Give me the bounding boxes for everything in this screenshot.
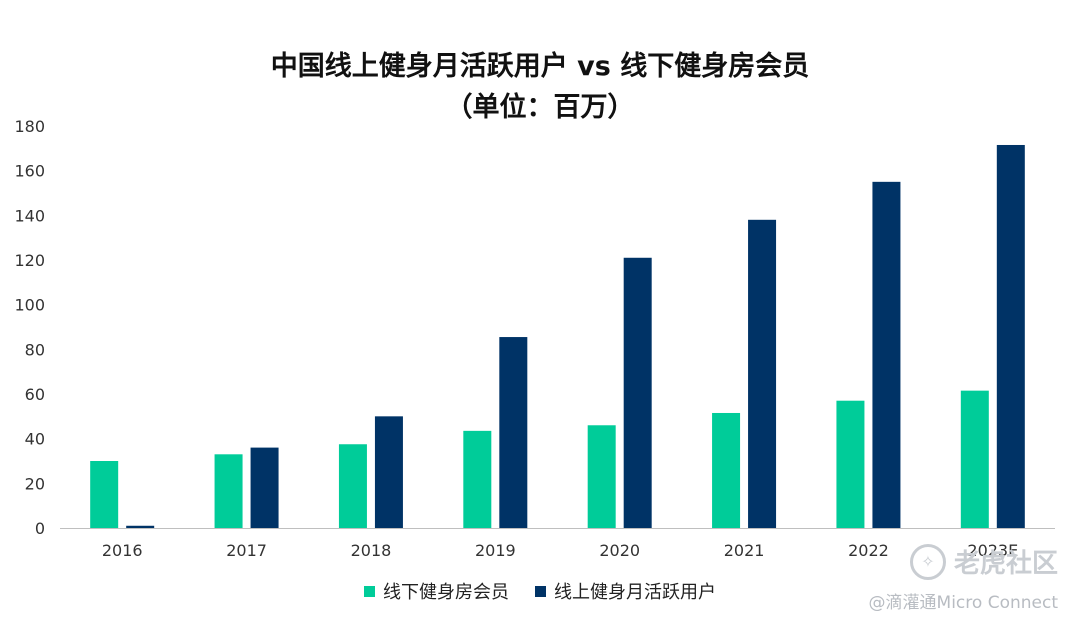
y-tick-label: 160 bbox=[14, 162, 45, 181]
y-tick-label: 40 bbox=[25, 430, 45, 449]
bar-online-2023E bbox=[996, 144, 1025, 528]
bar-online-2017 bbox=[250, 447, 279, 528]
legend-item-offline: 线下健身房会员 bbox=[364, 578, 509, 604]
tiger-logo-icon: ✧ bbox=[909, 543, 946, 580]
bar-offline-2020 bbox=[587, 425, 616, 528]
watermark: ✧ 老虎社区 bbox=[909, 543, 1058, 580]
y-tick-label: 0 bbox=[35, 519, 45, 538]
chart-subtitle: （单位：百万） bbox=[445, 92, 635, 123]
x-tick-label: 2016 bbox=[102, 541, 143, 560]
bar-online-2019 bbox=[499, 337, 528, 528]
x-tick-label: 2022 bbox=[848, 541, 889, 560]
legend: 线下健身房会员 线上健身月活跃用户 bbox=[0, 578, 1080, 604]
bar-offline-2018 bbox=[338, 444, 367, 528]
bar-offline-2019 bbox=[463, 430, 492, 528]
legend-swatch-offline bbox=[364, 585, 375, 597]
bar-offline-2023E bbox=[960, 390, 989, 528]
legend-label-offline: 线下健身房会员 bbox=[383, 582, 509, 603]
bar-online-2020 bbox=[623, 257, 652, 528]
x-tick-label: 2017 bbox=[226, 541, 267, 560]
bar-online-2021 bbox=[748, 219, 777, 529]
y-tick-label: 100 bbox=[14, 296, 45, 315]
y-tick-label: 20 bbox=[25, 474, 45, 493]
bar-offline-2017 bbox=[214, 454, 243, 528]
bar-offline-2022 bbox=[836, 400, 865, 528]
bar-online-2022 bbox=[872, 181, 901, 529]
x-tick-label: 2023E bbox=[967, 541, 1018, 560]
watermark-text: 老虎社区 bbox=[953, 549, 1058, 579]
y-tick-label: 180 bbox=[14, 117, 45, 136]
legend-label-online: 线上健身月活跃用户 bbox=[554, 582, 716, 603]
x-tick-label: 2018 bbox=[351, 541, 392, 560]
credit-text: @滴灌通Micro Connect bbox=[868, 593, 1058, 613]
x-tick-label: 2020 bbox=[599, 541, 640, 560]
y-tick-label: 60 bbox=[25, 385, 45, 404]
y-tick-label: 140 bbox=[14, 206, 45, 225]
legend-item-online: 线上健身月活跃用户 bbox=[535, 578, 716, 604]
bar-online-2016 bbox=[126, 525, 155, 528]
y-tick-label: 120 bbox=[14, 251, 45, 270]
chart-title: 中国线上健身月活跃用户 vs 线下健身房会员 bbox=[270, 51, 810, 82]
y-tick-label: 80 bbox=[25, 340, 45, 359]
x-tick-label: 2019 bbox=[475, 541, 516, 560]
bar-offline-2021 bbox=[712, 412, 741, 528]
bar-offline-2016 bbox=[90, 461, 119, 528]
x-tick-label: 2021 bbox=[724, 541, 765, 560]
bar-online-2018 bbox=[374, 416, 403, 528]
legend-swatch-online bbox=[535, 585, 546, 597]
